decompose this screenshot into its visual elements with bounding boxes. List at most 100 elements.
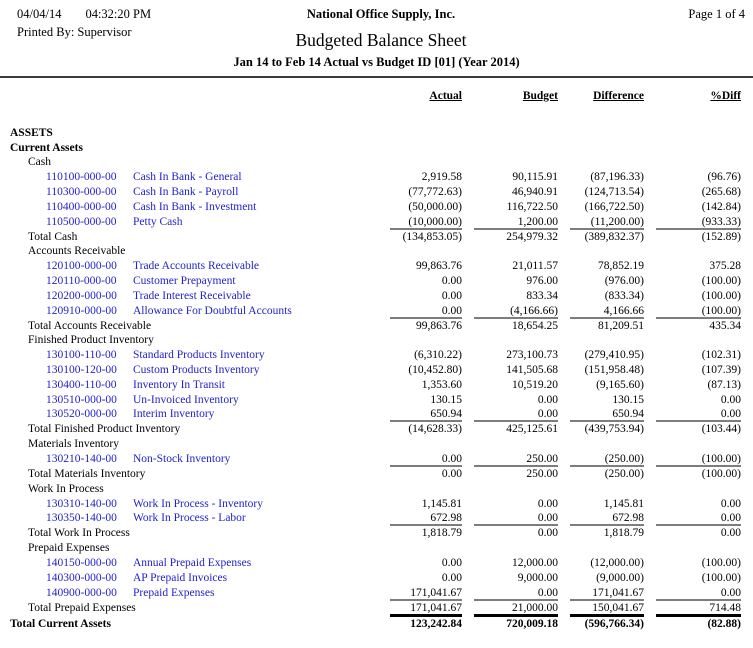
account-number-link[interactable]: 130350-140-00 bbox=[46, 512, 117, 525]
account-row: 110400-000-00 Cash In Bank - Investment (5… bbox=[8, 198, 746, 213]
account-description-link[interactable]: Cash In Bank - Payroll bbox=[133, 185, 239, 198]
account-description-link[interactable]: Standard Products Inventory bbox=[133, 349, 265, 362]
pctdiff-value: 0.00 bbox=[720, 512, 741, 525]
account-description-link[interactable]: Custom Products Inventory bbox=[133, 363, 260, 376]
account-number-link[interactable]: 120910-000-00 bbox=[46, 304, 117, 317]
difference-value: 1,145.81 bbox=[603, 497, 644, 510]
pctdiff-value bbox=[656, 541, 741, 554]
report-title: Budgeted Balance Sheet bbox=[295, 29, 467, 50]
account-number-link[interactable]: 120200-000-00 bbox=[46, 289, 117, 302]
account-number-link[interactable]: 110100-000-00 bbox=[46, 171, 117, 184]
account-number-link[interactable]: 130400-110-00 bbox=[46, 378, 117, 391]
pctdiff-value bbox=[656, 482, 741, 495]
company-name: National Office Supply, Inc. bbox=[306, 7, 456, 21]
account-description-link[interactable]: Prepaid Expenses bbox=[133, 586, 215, 599]
column-header-difference: Difference bbox=[593, 90, 644, 102]
difference-value bbox=[570, 333, 644, 346]
account-row: 140150-000-00 Annual Prepaid Expenses 0.00… bbox=[8, 554, 746, 569]
actual-value: (6,310.22) bbox=[414, 349, 462, 362]
account-row: 130100-110-00 Standard Products Inventory… bbox=[8, 346, 746, 361]
actual-value: 0.00 bbox=[441, 452, 462, 465]
account-description-link[interactable]: Cash In Bank - General bbox=[133, 171, 242, 184]
actual-value: 99,863.76 bbox=[416, 260, 462, 273]
budget-value: 21,011.57 bbox=[512, 260, 558, 273]
budget-value: 833.34 bbox=[526, 289, 558, 302]
account-description-link[interactable]: Trade Interest Receivable bbox=[133, 289, 251, 302]
actual-value: 0.00 bbox=[441, 289, 462, 302]
actual-value: (50,000.00) bbox=[408, 200, 462, 213]
account-number-link[interactable]: 130100-110-00 bbox=[46, 349, 117, 362]
account-number-link[interactable]: 130520-000-00 bbox=[46, 408, 117, 421]
account-number-link[interactable]: 120110-000-00 bbox=[46, 274, 117, 287]
difference-value: (279,410.95) bbox=[584, 349, 644, 362]
account-row: 120100-000-00 Trade Accounts Receivable 99… bbox=[8, 257, 746, 272]
actual-value: 1,145.81 bbox=[421, 497, 462, 510]
account-number-link[interactable]: 130100-120-00 bbox=[46, 363, 117, 376]
difference-value: (11,200.00) bbox=[590, 215, 644, 228]
report-body: ASSETS Current Assets Cash 110100-000-00… bbox=[8, 124, 746, 630]
account-number-link[interactable]: 120100-000-00 bbox=[46, 260, 117, 273]
account-description-link[interactable]: Allowance For Doubtful Accounts bbox=[133, 304, 292, 317]
budget-value: 10,519.20 bbox=[512, 378, 558, 391]
account-number-link[interactable]: 140300-000-00 bbox=[46, 571, 117, 584]
account-description-link[interactable]: Trade Accounts Receivable bbox=[133, 260, 260, 273]
report-subtitle: Jan 14 to Feb 14 Actual vs Budget ID [01… bbox=[233, 55, 520, 69]
pctdiff-value: (100.00) bbox=[701, 274, 741, 287]
difference-value: (166,722.50) bbox=[584, 200, 644, 213]
pctdiff-value: (265.68) bbox=[701, 185, 741, 198]
difference-value: 150,041.67 bbox=[570, 598, 644, 614]
account-description-link[interactable]: Petty Cash bbox=[133, 215, 183, 228]
account-description-link[interactable]: Non-Stock Inventory bbox=[133, 452, 231, 465]
budget-value bbox=[474, 126, 558, 139]
budget-value bbox=[474, 333, 558, 346]
account-description-link[interactable]: Work In Process - Inventory bbox=[133, 497, 264, 510]
budget-value: 0.00 bbox=[537, 512, 558, 525]
row-label: Materials Inventory bbox=[28, 438, 120, 451]
account-description-link[interactable]: Interim Inventory bbox=[133, 408, 215, 421]
actual-value: 1,818.79 bbox=[390, 524, 462, 539]
account-number-link[interactable]: 130510-000-00 bbox=[46, 393, 117, 406]
budget-value: 273,100.73 bbox=[506, 349, 558, 362]
account-number-link[interactable]: 110300-000-00 bbox=[46, 185, 117, 198]
header-spacer bbox=[8, 108, 746, 124]
budget-value: 976.00 bbox=[526, 274, 558, 287]
row-label: Total Accounts Receivable bbox=[28, 319, 152, 332]
account-number-link[interactable]: 130310-140-00 bbox=[46, 497, 117, 510]
account-description-link[interactable]: Annual Prepaid Expenses bbox=[133, 556, 252, 569]
account-description-link[interactable]: AP Prepaid Invoices bbox=[133, 571, 228, 584]
report-header: 04/04/14 04:32:20 PM National Office Sup… bbox=[0, 0, 753, 78]
budget-value: 46,940.91 bbox=[512, 185, 558, 198]
account-description-link[interactable]: Un-Invoiced Inventory bbox=[133, 393, 239, 406]
difference-value bbox=[570, 155, 644, 168]
account-description-link[interactable]: Customer Prepayment bbox=[133, 274, 236, 287]
account-description-link[interactable]: Work In Process - Labor bbox=[133, 512, 246, 525]
budget-value: 0.00 bbox=[537, 393, 558, 406]
budget-value: 254,979.32 bbox=[474, 227, 558, 243]
pctdiff-value: (103.44) bbox=[656, 420, 741, 435]
budget-value: 0.00 bbox=[537, 586, 558, 599]
pctdiff-value: 0.00 bbox=[720, 586, 741, 599]
section-heading-row: Current Assets bbox=[8, 139, 746, 154]
account-number-link[interactable]: 130210-140-00 bbox=[46, 452, 117, 465]
account-number-link[interactable]: 140900-000-00 bbox=[46, 586, 117, 599]
account-number-link[interactable]: 110400-000-00 bbox=[46, 200, 117, 213]
budget-value bbox=[474, 437, 558, 450]
row-label: ASSETS bbox=[10, 126, 53, 139]
difference-value: (389,832.37) bbox=[570, 227, 644, 243]
row-label: Current Assets bbox=[10, 141, 83, 154]
account-description-link[interactable]: Cash In Bank - Investment bbox=[133, 200, 257, 213]
actual-value bbox=[390, 333, 462, 346]
row-label: Total Prepaid Expenses bbox=[28, 601, 136, 614]
pctdiff-value: 0.00 bbox=[720, 408, 741, 421]
account-row: 120110-000-00 Customer Prepayment 0.00 976.… bbox=[8, 272, 746, 287]
page-indicator: Page 1 of 4 bbox=[688, 7, 745, 21]
account-number-link[interactable]: 140150-000-00 bbox=[46, 556, 117, 569]
column-header-actual: Actual bbox=[429, 90, 462, 102]
row-label: Accounts Receivable bbox=[28, 245, 126, 258]
budget-value bbox=[474, 141, 558, 154]
pctdiff-value: 0.00 bbox=[720, 393, 741, 406]
total-row: Total Prepaid Expenses 171,041.67 21,000.0… bbox=[8, 598, 746, 614]
account-description-link[interactable]: Inventory In Transit bbox=[133, 378, 225, 391]
budget-value: 1,200.00 bbox=[517, 215, 558, 228]
account-number-link[interactable]: 110500-000-00 bbox=[46, 215, 117, 228]
